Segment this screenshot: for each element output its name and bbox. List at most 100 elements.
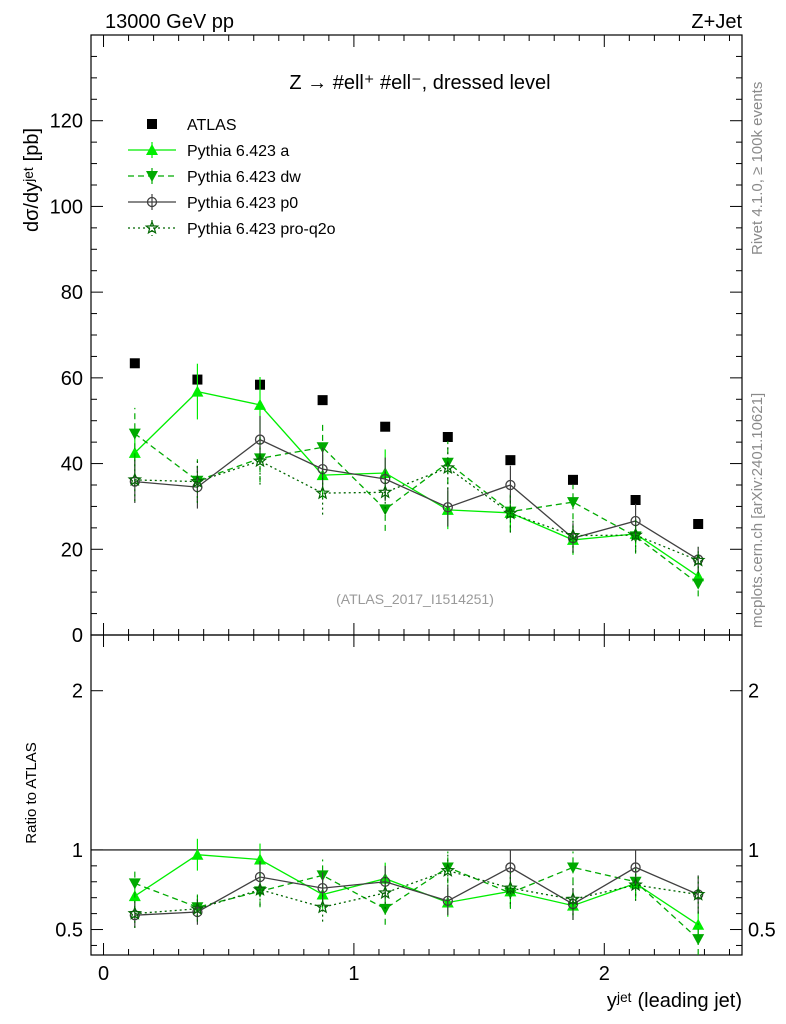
ratio-y-tick-label-right: 2 xyxy=(748,681,759,703)
data-point xyxy=(254,398,267,410)
data-point xyxy=(628,527,643,542)
data-point xyxy=(628,877,643,892)
legend-marker xyxy=(144,220,160,235)
data-point xyxy=(128,428,141,440)
data-point xyxy=(380,421,391,432)
energy-label: 13000 GeV pp xyxy=(105,11,234,33)
data-point xyxy=(690,552,706,567)
series-line xyxy=(134,390,699,577)
series-line xyxy=(134,866,699,916)
legend-entry: Pythia 6.423 a xyxy=(128,142,289,160)
data-point xyxy=(377,484,393,499)
main-series-pythia-6-423-p0 xyxy=(129,416,704,573)
ratio-panel-ticks: 0 1 2 0.5 0.5 1 1 2 2 xyxy=(55,635,776,985)
data-point xyxy=(129,910,140,921)
series-line xyxy=(134,866,699,940)
data-point xyxy=(441,862,454,874)
data-point xyxy=(690,886,706,901)
data-point xyxy=(127,472,143,487)
main-y-tick-label: 60 xyxy=(61,368,83,390)
data-point xyxy=(505,479,516,491)
data-point xyxy=(190,901,205,916)
data-point xyxy=(503,505,518,520)
series-line xyxy=(134,854,699,926)
data-point xyxy=(252,453,268,468)
main-panel-ticks: 0 20 40 60 80 100 120 xyxy=(50,35,742,647)
plot-title: Z → #ell⁺ #ell⁻, dressed level xyxy=(289,72,550,94)
ratio-y-tick-label: 0.5 xyxy=(55,920,83,942)
ratio-y-tick-label-right: 1 xyxy=(748,840,759,862)
ratio-y-tick-label: 1 xyxy=(72,840,83,862)
data-point xyxy=(379,504,392,516)
main-y-tick-label: 40 xyxy=(61,454,83,476)
data-point xyxy=(440,460,456,475)
data-point xyxy=(377,885,393,900)
data-point xyxy=(128,446,141,458)
legend-marker xyxy=(146,171,158,182)
legend-label: ATLAS xyxy=(187,117,237,134)
main-y-tick-label: 100 xyxy=(50,196,83,218)
ratio-y-axis-label: Ratio to ATLAS xyxy=(23,742,40,843)
data-point xyxy=(191,848,204,860)
main-y-tick-label: 20 xyxy=(61,539,83,561)
data-point xyxy=(129,358,140,369)
legend-label: Pythia 6.423 dw xyxy=(187,169,301,186)
data-point xyxy=(440,862,456,877)
legend-label: Pythia 6.423 a xyxy=(187,143,289,160)
data-point xyxy=(566,497,579,509)
legend-entry: ATLAS xyxy=(147,117,237,134)
legend-marker xyxy=(146,144,158,155)
data-point xyxy=(254,871,266,883)
data-point xyxy=(567,474,578,485)
data-point xyxy=(505,862,516,873)
legend-marker xyxy=(146,196,158,208)
ratio-axes-box xyxy=(90,634,743,956)
data-point xyxy=(315,485,330,500)
legend-marker xyxy=(147,119,157,129)
series-line xyxy=(134,460,699,562)
ratio-series-pythia-6-423-p0 xyxy=(129,849,704,928)
ratio-y-tick-label: 2 xyxy=(72,681,83,703)
data-point xyxy=(630,495,641,505)
main-series-atlas xyxy=(129,358,704,529)
data-point xyxy=(127,905,143,920)
main-y-tick-label: 80 xyxy=(61,282,83,304)
legend-label: Pythia 6.423 p0 xyxy=(187,195,298,212)
process-label: Z+Jet xyxy=(691,11,742,33)
data-point xyxy=(692,934,705,946)
data-point xyxy=(317,395,328,406)
main-y-axis-label: dσ/dyʲᵉᵗ [pb] xyxy=(21,128,43,232)
legend-entry: Pythia 6.423 dw xyxy=(128,168,301,186)
series-line xyxy=(134,438,699,561)
ratio-panel-frame xyxy=(90,634,743,956)
ratio-y-tick-label-right: 0.5 xyxy=(748,920,776,942)
x-tick-label: 2 xyxy=(599,963,610,985)
data-point xyxy=(693,519,704,529)
data-point xyxy=(442,502,453,513)
data-point xyxy=(442,895,453,907)
x-tick-label: 1 xyxy=(348,963,359,985)
data-point xyxy=(190,473,205,488)
main-y-tick-label: 120 xyxy=(50,111,83,133)
data-point xyxy=(128,878,141,890)
analysis-watermark: (ATLAS_2017_I1514251) xyxy=(336,591,494,607)
ratio-series-pythia-6-423-pro-q2o xyxy=(127,854,706,928)
data-point xyxy=(379,903,392,915)
rivet-version-label: Rivet 4.1.0, ≥ 100k events xyxy=(749,82,766,255)
legend: ATLAS Pythia 6.423 a Pythia 6.423 dw Pythia… xyxy=(128,117,336,238)
data-point xyxy=(442,432,453,442)
legend-label: Pythia 6.423 pro-q2o xyxy=(187,221,336,238)
data-point xyxy=(692,578,705,590)
data-point xyxy=(630,862,641,873)
x-tick-label: 0 xyxy=(98,963,109,985)
main-series-pythia-6-423-pro-q2o xyxy=(127,437,706,574)
series-line xyxy=(134,433,699,585)
x-axis-label: yʲᵉᵗ (leading jet) xyxy=(607,990,742,1012)
data-point xyxy=(565,891,581,906)
data-point xyxy=(565,527,581,542)
data-point xyxy=(566,862,579,874)
data-point xyxy=(505,455,516,466)
main-y-tick-label: 0 xyxy=(72,625,83,647)
legend-entry: Pythia 6.423 p0 xyxy=(128,194,298,212)
